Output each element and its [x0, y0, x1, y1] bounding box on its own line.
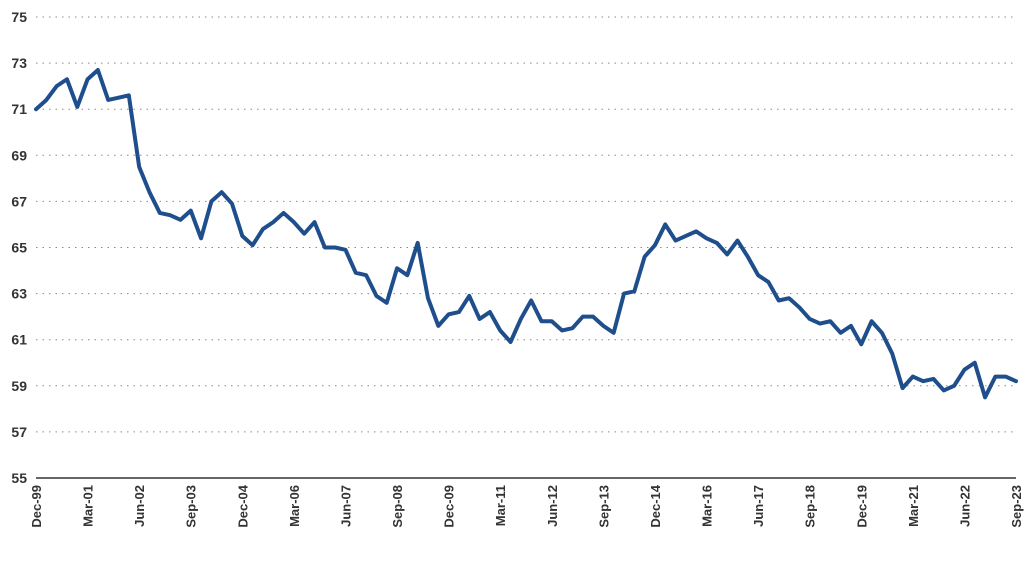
x-tick-label: Jun-22 [957, 485, 972, 527]
x-tick-label: Jun-02 [132, 485, 147, 527]
x-tick-label: Mar-06 [287, 485, 302, 527]
y-tick-label: 73 [11, 55, 27, 71]
x-tick-label: Jun-07 [339, 485, 354, 527]
x-tick-label: Sep-08 [390, 485, 405, 528]
y-tick-label: 63 [11, 286, 27, 302]
x-tick-label: Dec-09 [442, 485, 457, 528]
x-tick-label: Dec-19 [854, 485, 869, 528]
x-tick-label: Mar-01 [81, 485, 96, 527]
x-tick-label: Dec-04 [235, 484, 250, 527]
y-tick-label: 69 [11, 147, 27, 163]
y-axis: 55 57 59 61 63 65 67 69 71 73 75 [11, 9, 27, 486]
x-tick-label: Mar-11 [493, 485, 508, 526]
y-tick-label: 65 [11, 240, 27, 256]
y-tick-label: 67 [11, 193, 27, 209]
y-tick-label: 61 [11, 332, 27, 348]
x-tick-label: Sep-23 [1009, 485, 1024, 528]
y-tick-label: 59 [11, 378, 27, 394]
x-tick-label: Mar-21 [906, 485, 921, 527]
x-tick-label: Sep-18 [803, 485, 818, 528]
y-tick-label: 75 [11, 9, 27, 25]
y-tick-label: 57 [11, 424, 27, 440]
x-tick-label: Dec-99 [29, 485, 44, 528]
x-tick-label: Sep-13 [596, 485, 611, 528]
x-tick-label: Dec-14 [648, 484, 663, 527]
x-tick-label: Sep-03 [184, 485, 199, 528]
gridlines [36, 16, 1016, 479]
x-tick-label: Mar-16 [700, 485, 715, 527]
y-tick-label: 55 [11, 470, 27, 486]
x-axis: Dec-99 Mar-01 Jun-02 Sep-03 Dec-04 Mar-06 Jun-… [29, 484, 1024, 527]
x-tick-label: Jun-17 [751, 485, 766, 527]
series-line [34, 68, 1018, 400]
x-tick-label: Jun-12 [545, 485, 560, 527]
y-tick-label: 71 [11, 101, 27, 117]
